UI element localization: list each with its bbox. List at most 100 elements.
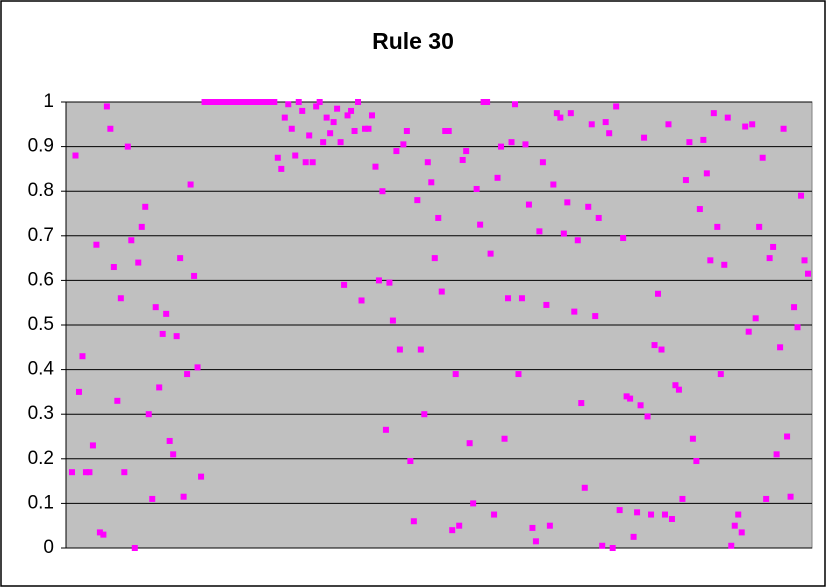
point — [606, 130, 613, 137]
point — [473, 185, 480, 192]
point — [177, 255, 184, 262]
point — [456, 522, 463, 529]
point — [511, 101, 518, 108]
point — [438, 288, 445, 295]
point — [114, 397, 121, 404]
point — [571, 308, 578, 315]
point — [170, 451, 177, 458]
point — [445, 127, 452, 134]
point — [271, 99, 278, 105]
point — [798, 192, 805, 199]
point — [780, 125, 787, 132]
point — [229, 99, 236, 105]
y-tick-label: 0.7 — [28, 225, 54, 246]
point — [389, 317, 396, 324]
point — [344, 112, 351, 119]
point — [710, 110, 717, 117]
point — [435, 214, 442, 221]
point — [334, 105, 341, 112]
point — [341, 281, 348, 288]
point — [145, 411, 152, 418]
point — [574, 237, 581, 244]
point — [756, 223, 763, 230]
point — [421, 411, 428, 418]
point — [539, 159, 546, 166]
point — [620, 235, 627, 242]
point — [627, 395, 634, 402]
point — [599, 542, 606, 549]
point — [693, 458, 700, 465]
point — [777, 344, 784, 351]
point — [602, 119, 609, 126]
point — [543, 301, 550, 308]
point — [578, 400, 585, 407]
point — [292, 152, 299, 159]
point — [459, 156, 466, 163]
point — [243, 99, 250, 105]
point — [763, 495, 770, 502]
point — [466, 440, 473, 447]
point — [655, 290, 662, 297]
y-tick-label: 1 — [43, 91, 54, 112]
point — [208, 99, 215, 105]
point — [302, 159, 309, 166]
point — [93, 241, 100, 248]
point — [295, 99, 302, 105]
point — [121, 469, 128, 476]
point — [518, 295, 525, 302]
point — [253, 99, 260, 105]
point — [368, 112, 375, 119]
point — [299, 107, 306, 114]
point — [135, 259, 142, 266]
point — [107, 125, 114, 132]
point — [721, 261, 728, 268]
point — [515, 371, 522, 378]
point — [644, 413, 651, 420]
point — [442, 127, 449, 134]
point — [637, 402, 644, 409]
point — [484, 99, 491, 105]
point — [501, 435, 508, 442]
point — [201, 99, 208, 105]
point — [239, 99, 246, 105]
point — [100, 531, 107, 538]
point — [735, 511, 742, 518]
point — [553, 110, 560, 117]
point — [138, 223, 145, 230]
point — [714, 223, 721, 230]
point — [595, 214, 602, 221]
point — [225, 99, 232, 105]
point — [288, 125, 295, 132]
point — [110, 264, 117, 271]
point — [546, 522, 553, 529]
point — [428, 179, 435, 186]
point — [222, 99, 229, 105]
point — [686, 139, 693, 146]
point — [470, 500, 477, 507]
point — [498, 143, 505, 150]
point — [191, 272, 198, 279]
y-tick-label: 0.9 — [28, 136, 54, 157]
point — [752, 315, 759, 322]
point — [163, 310, 170, 317]
y-tick-label: 0.5 — [28, 314, 54, 335]
point — [801, 257, 808, 264]
point — [805, 270, 811, 277]
point — [616, 507, 623, 514]
point — [742, 123, 749, 130]
point — [128, 237, 135, 244]
point — [410, 518, 417, 525]
point — [232, 99, 239, 105]
point — [194, 364, 201, 371]
point — [449, 527, 456, 534]
point — [159, 330, 166, 337]
point — [567, 110, 574, 117]
point — [382, 426, 389, 433]
point — [791, 304, 798, 311]
point — [212, 99, 219, 105]
point — [452, 371, 459, 378]
point — [281, 114, 288, 121]
point — [648, 511, 655, 518]
point — [142, 203, 149, 210]
point — [260, 99, 267, 105]
